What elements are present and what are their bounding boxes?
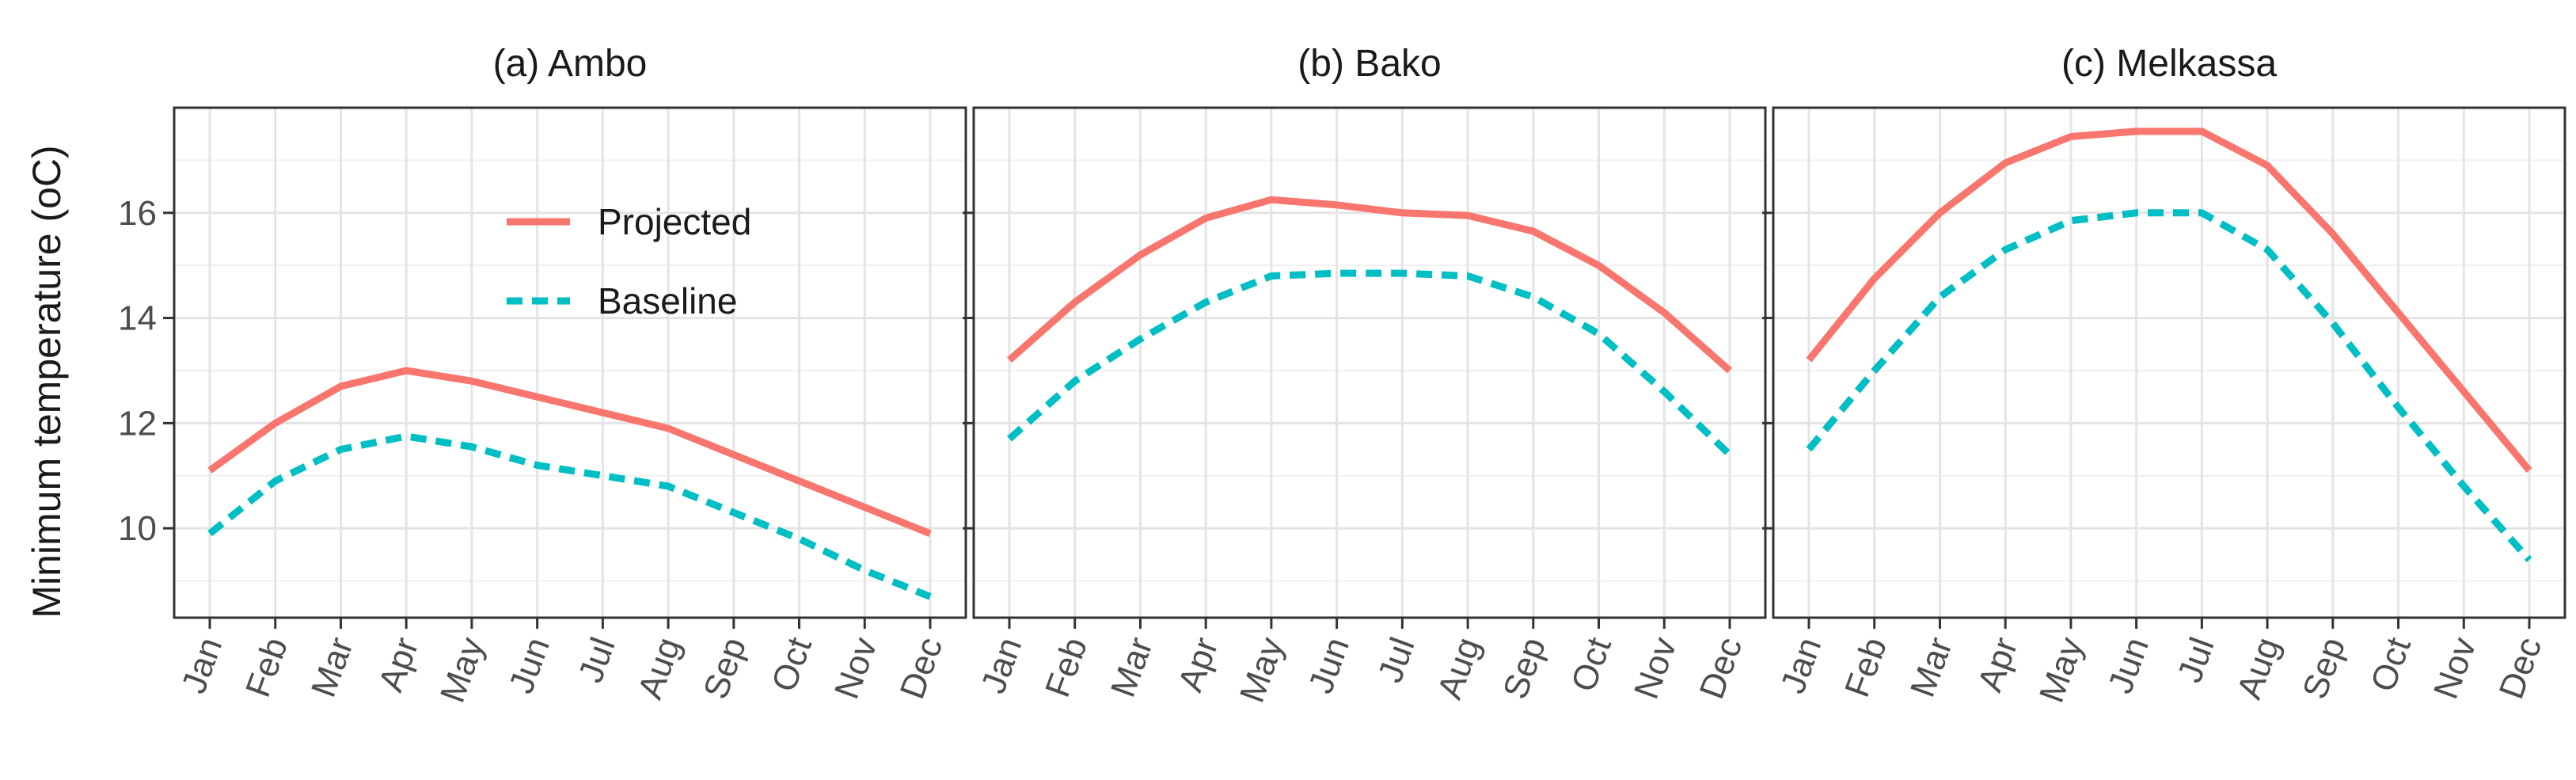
x-tick-label: Oct — [1563, 633, 1618, 697]
x-tick-label: Apr — [1970, 633, 2025, 697]
y-tick-label: 16 — [118, 194, 157, 233]
x-tick-label: Jun — [1301, 633, 1357, 698]
x-tick-label: Jan — [1773, 633, 1829, 698]
x-tick-label: Sep — [696, 633, 754, 704]
x-tick-label: Nov — [1627, 633, 1685, 704]
series-group — [1007, 196, 1733, 458]
panel-title: (b) Bako — [1297, 43, 1441, 85]
series-line-projected — [1806, 127, 2532, 473]
x-tick-label: Jun — [2101, 633, 2156, 698]
series-line-baseline — [207, 432, 932, 600]
legend: Projected Baseline — [507, 201, 751, 322]
x-tick-label: Aug — [631, 633, 689, 704]
x-tick-label: Jan — [174, 633, 230, 698]
x-tick-label: Sep — [1495, 633, 1553, 704]
panel-2: (b) Bako Jan Feb Mar Apr May Jun Jul Aug Sep Oct No… — [963, 43, 1767, 708]
panel-border — [173, 106, 967, 619]
x-tick-label: Apr — [371, 633, 426, 697]
series-line-baseline — [1007, 269, 1733, 458]
panel-border — [972, 106, 1767, 619]
x-axis: Jan Feb Mar Apr May Jun Jul Aug Sep Oct Nov Dec — [174, 618, 950, 708]
major-gridlines — [1773, 108, 2565, 618]
series-line-projected — [207, 367, 932, 537]
x-tick-label: Jul — [571, 633, 622, 688]
y-tick-label: 10 — [118, 509, 157, 548]
x-tick-label: Dec — [2492, 633, 2550, 704]
x-tick-label: Mar — [1903, 633, 1960, 702]
x-tick-label: Feb — [238, 633, 295, 702]
x-tick-label: Jan — [974, 633, 1029, 698]
x-tick-label: Mar — [304, 633, 361, 702]
minor-gridlines — [974, 159, 1765, 582]
series-group — [1806, 127, 2532, 562]
series-line-projected — [1007, 196, 1732, 374]
x-tick-label: May — [1233, 633, 1291, 708]
x-axis: Jan Feb Mar Apr May Jun Jul Aug Sep Oct Nov Dec — [1773, 618, 2549, 708]
x-tick-label: Feb — [1038, 633, 1095, 702]
panel-1: (a) Ambo Jan Feb Mar Apr May Jun Jul Aug Sep Oct No… — [118, 43, 967, 708]
legend-label: Projected — [598, 201, 751, 242]
x-tick-label: Feb — [1837, 633, 1894, 702]
x-tick-label: Jun — [502, 633, 557, 698]
x-tick-label: Oct — [764, 633, 819, 697]
x-tick-label: Jul — [2170, 633, 2221, 688]
x-tick-label: Aug — [2230, 633, 2288, 704]
y-tick-label: 12 — [118, 404, 157, 443]
series-line-baseline — [1806, 209, 2532, 562]
x-tick-label: Dec — [1693, 633, 1750, 704]
legend-label: Baseline — [598, 280, 737, 322]
x-tick-label: Aug — [1430, 633, 1488, 704]
x-tick-label: May — [433, 633, 492, 708]
x-tick-label: Sep — [2295, 633, 2353, 704]
panel-title: (c) Melkassa — [2061, 43, 2277, 85]
minor-gridlines — [174, 159, 966, 582]
y-tick-label: 14 — [118, 299, 157, 338]
x-tick-label: Apr — [1171, 633, 1225, 697]
panel-border — [1772, 106, 2567, 619]
x-tick-label: Mar — [1104, 633, 1161, 702]
y-axis — [963, 211, 974, 530]
major-gridlines — [974, 108, 1765, 618]
x-tick-label: Nov — [827, 633, 885, 704]
x-tick-label: Oct — [2363, 633, 2418, 697]
series-group — [207, 367, 932, 600]
x-tick-label: Dec — [893, 633, 951, 704]
x-tick-label: May — [2032, 633, 2091, 708]
x-tick-label: Jul — [1370, 633, 1422, 688]
major-gridlines — [174, 108, 966, 618]
y-axis — [1762, 211, 1773, 530]
y-axis-label: Minimum temperature (oC) — [25, 145, 69, 618]
panel-title: (a) Ambo — [493, 43, 648, 85]
minor-gridlines — [1773, 159, 2565, 582]
y-axis: 10 12 14 16 — [118, 194, 174, 548]
panel-3: (c) Melkassa Jan Feb Mar Apr May Jun Jul Aug Sep O… — [1762, 43, 2567, 708]
x-axis: Jan Feb Mar Apr May Jun Jul Aug Sep Oct Nov Dec — [974, 618, 1750, 708]
x-tick-label: Nov — [2426, 633, 2484, 704]
